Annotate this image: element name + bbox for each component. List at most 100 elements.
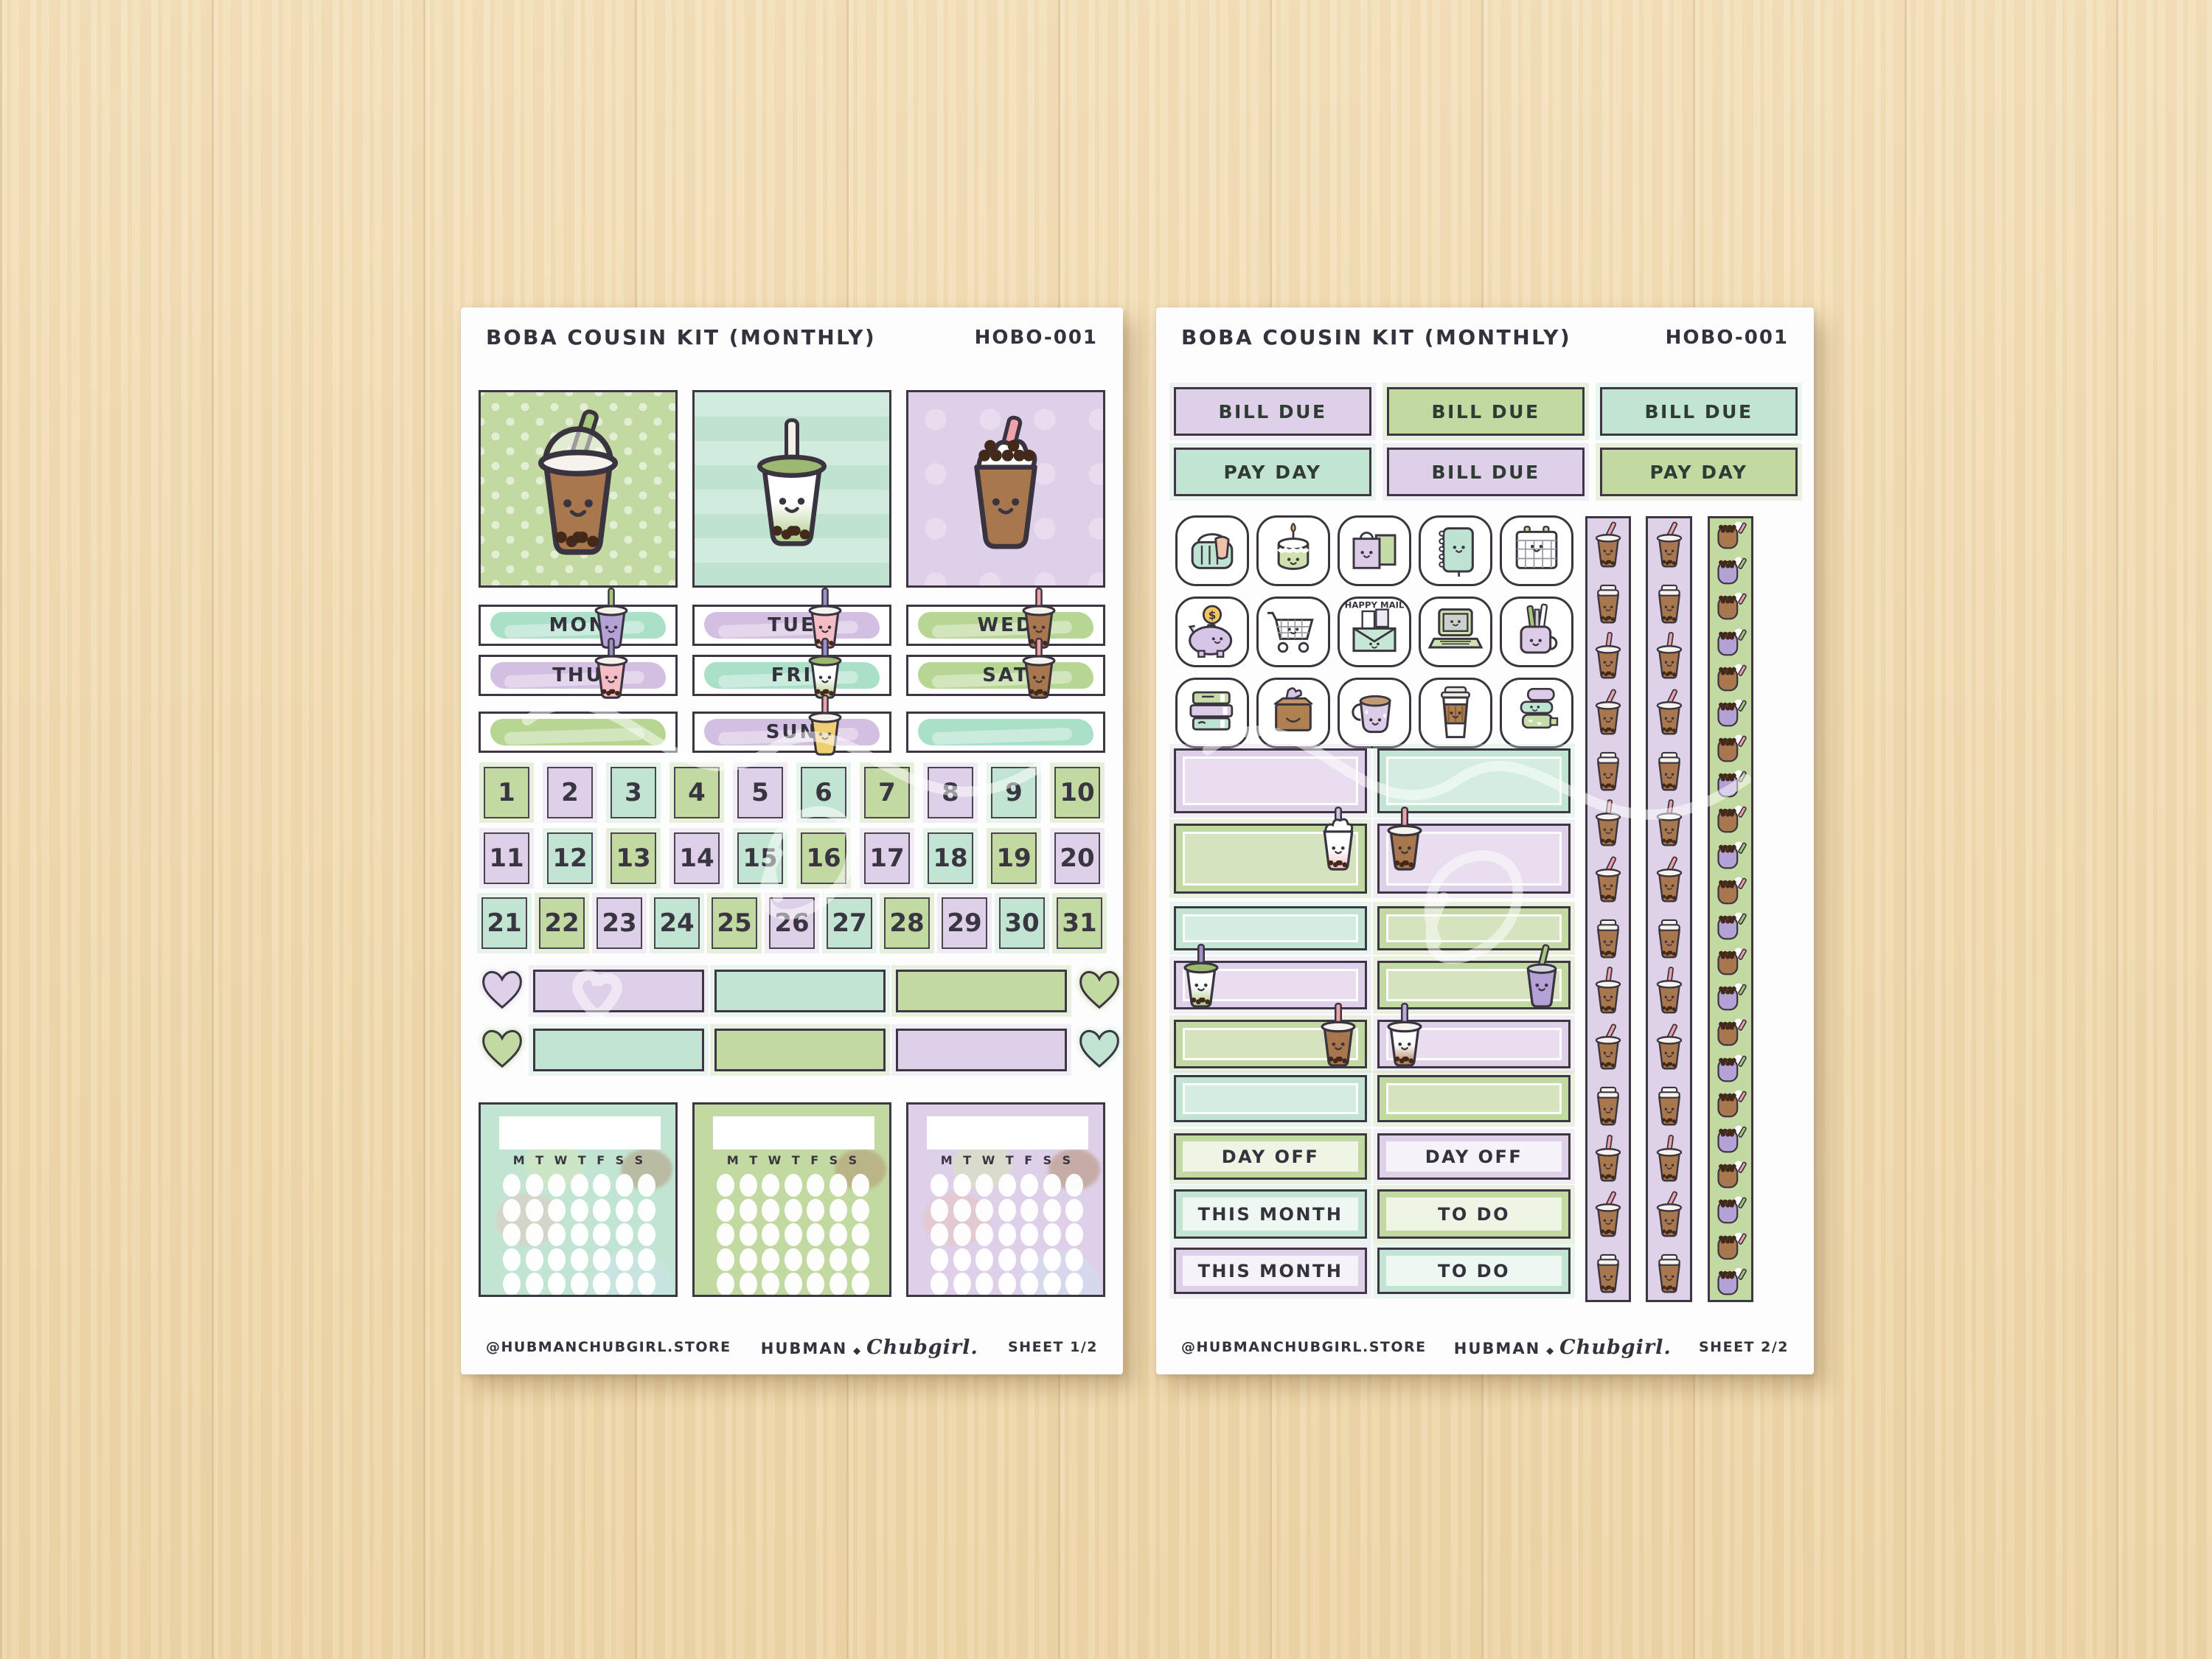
tracker-dot <box>548 1248 566 1271</box>
strip-boba-cup-icon <box>1652 1190 1686 1242</box>
date-sticker: 22 <box>539 897 585 949</box>
date-sticker: 5 <box>737 767 783 818</box>
strip-boba-cup-icon <box>1652 632 1686 684</box>
day-label-sticker-THU: THU <box>479 638 678 699</box>
mini-boba-cup-icon <box>590 588 633 651</box>
box-sticker-to-do: TO DO <box>1377 1248 1571 1294</box>
box-inner-frame <box>1386 1083 1562 1114</box>
date-sticker: 10 <box>1054 767 1100 818</box>
tracker-dot <box>548 1273 566 1295</box>
sticker-coffee-cup-icon <box>1419 678 1492 748</box>
label-sticker-bill-due: BILL DUE <box>1387 387 1585 436</box>
date-sticker: 28 <box>884 897 930 949</box>
tracker-dot <box>975 1223 993 1246</box>
date-sticker: 8 <box>928 767 973 818</box>
tracker-dot <box>807 1174 824 1197</box>
box-sticker <box>1377 1003 1571 1068</box>
box-label-text: TO DO <box>1386 1197 1562 1231</box>
tracker-dot <box>638 1174 655 1197</box>
box-sticker <box>1174 906 1367 950</box>
date-sticker: 18 <box>928 832 973 884</box>
tracker-dot <box>1020 1223 1038 1246</box>
brush-swatch <box>704 612 880 639</box>
sticker-happy-mail-icon: HAPPY MAIL <box>1338 597 1411 667</box>
pudding-cup-icon <box>1711 1087 1750 1122</box>
tracker-dot <box>998 1198 1016 1222</box>
tracker-dot <box>570 1198 588 1222</box>
mini-boba-cup-icon <box>1316 1003 1360 1069</box>
tracker-dot <box>1065 1174 1083 1197</box>
sheet1-title: BOBA COUSIN KIT (MONTHLY) <box>486 325 877 349</box>
label-sticker-pay-day: PAY DAY <box>1600 448 1798 496</box>
day-label-sticker-TUE: TUE <box>692 588 891 649</box>
date-sticker: 29 <box>942 897 987 949</box>
tracker-dot <box>525 1248 543 1271</box>
tracker-dot <box>931 1248 948 1271</box>
pudding-cup-icon <box>1711 589 1750 625</box>
sticker-washi-tape-icon <box>1500 678 1573 748</box>
strip-boba-cup-icon <box>1652 744 1686 796</box>
tracker-dot <box>762 1248 779 1271</box>
tracker-dot <box>503 1198 521 1222</box>
tracker-title-box <box>713 1116 874 1150</box>
tracker-dot <box>525 1174 543 1197</box>
day-label-sticker-SUN: SUN <box>692 695 891 756</box>
store-handle: @HUBMANCHUBGIRL.STORE <box>486 1339 731 1355</box>
brand-script: Chubgirl. <box>1559 1335 1672 1359</box>
day-label-sticker-blank <box>906 712 1105 753</box>
pudding-cup-icon <box>1711 874 1750 909</box>
heart-sticker <box>480 1027 524 1073</box>
week-letter: T <box>963 1153 972 1167</box>
label-sticker-bill-due: BILL DUE <box>1174 387 1371 436</box>
brand-separator-icon: ◆ <box>1546 1345 1554 1357</box>
tracker-dot <box>998 1223 1016 1246</box>
tracker-dot <box>829 1223 847 1246</box>
day-label-sticker-WED: WED <box>906 588 1105 649</box>
box-sticker <box>1174 1003 1367 1068</box>
blank-bar-sticker <box>533 970 704 1012</box>
date-sticker: 31 <box>1057 897 1102 949</box>
tracker-dot <box>525 1223 543 1246</box>
strip-boba-cup-icon <box>1652 688 1686 740</box>
brush-swatch <box>918 662 1093 689</box>
tracker-dot <box>807 1248 824 1271</box>
pudding-cup-icon <box>1711 1158 1750 1193</box>
date-sticker: 17 <box>864 832 910 884</box>
tracker-title-box <box>499 1116 661 1150</box>
sticker-mug-icon <box>1338 678 1411 748</box>
pudding-cup-icon <box>1711 980 1750 1015</box>
day-label-text: WED <box>977 614 1034 636</box>
brand-separator-icon: ◆ <box>853 1345 861 1357</box>
tracker-dot <box>717 1273 734 1295</box>
box-sticker <box>1377 1075 1571 1122</box>
strip-boba-cup-icon <box>1652 799 1686 851</box>
strip-boba-cup-icon <box>1591 744 1625 796</box>
week-letter: M <box>726 1153 739 1167</box>
tracker-dot <box>1065 1273 1083 1295</box>
week-letter: S <box>1043 1153 1052 1167</box>
date-sticker: 12 <box>547 832 593 884</box>
blank-bar-sticker <box>714 1029 886 1071</box>
strip-boba-cup-icon <box>1591 911 1625 963</box>
sheet2-header: BOBA COUSIN KIT (MONTHLY) HOBO-001 <box>1159 307 1811 367</box>
box-label-text: DAY OFF <box>1183 1141 1358 1172</box>
big-sticker-brown-sugar-boba-cup <box>906 390 1105 588</box>
tracker-dot <box>615 1174 633 1197</box>
tracker-dot <box>953 1198 971 1222</box>
day-label-sticker-FRI: FRI <box>692 638 891 699</box>
strip-boba-cup-icon <box>1652 1079 1686 1130</box>
box-label-text: THIS MONTH <box>1183 1256 1358 1286</box>
tracker-dot <box>1043 1198 1061 1222</box>
boba-cup-art <box>527 408 629 563</box>
week-letter: W <box>768 1153 782 1167</box>
mini-boba-cup-icon <box>1382 807 1427 873</box>
tracker-dot <box>739 1248 757 1271</box>
store-handle: @HUBMANCHUBGIRL.STORE <box>1181 1339 1427 1355</box>
date-sticker: 19 <box>991 832 1037 884</box>
brush-swatch <box>490 612 666 639</box>
pudding-cup-icon <box>1711 661 1750 696</box>
tracker-dot <box>829 1248 847 1271</box>
date-sticker: 4 <box>674 767 720 818</box>
tracker-dot <box>852 1223 869 1246</box>
